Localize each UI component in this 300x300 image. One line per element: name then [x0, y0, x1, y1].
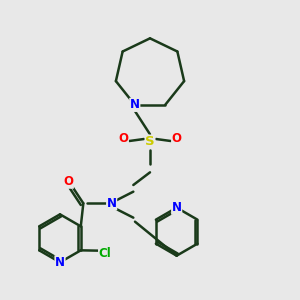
- Text: O: O: [118, 132, 128, 145]
- Text: N: N: [172, 201, 182, 214]
- Text: Cl: Cl: [99, 247, 111, 260]
- Text: O: O: [63, 175, 73, 188]
- Text: N: N: [107, 197, 117, 210]
- Text: O: O: [172, 132, 182, 145]
- Text: N: N: [55, 256, 65, 269]
- Text: S: S: [145, 135, 155, 148]
- Text: N: N: [130, 98, 140, 111]
